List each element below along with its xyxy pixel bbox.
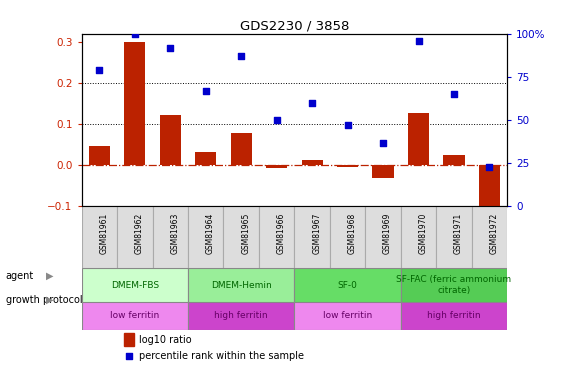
Bar xyxy=(294,302,401,330)
Title: GDS2230 / 3858: GDS2230 / 3858 xyxy=(240,20,349,33)
Bar xyxy=(294,207,330,268)
Bar xyxy=(117,207,153,268)
Bar xyxy=(479,165,500,213)
Bar xyxy=(408,113,429,165)
Text: GSM81971: GSM81971 xyxy=(454,213,463,254)
Point xyxy=(307,100,317,106)
Bar xyxy=(153,207,188,268)
Bar xyxy=(301,160,323,165)
Text: ▶: ▶ xyxy=(46,271,53,280)
Bar xyxy=(259,207,294,268)
Text: GSM81965: GSM81965 xyxy=(241,213,250,254)
Point xyxy=(94,67,104,73)
Text: high ferritin: high ferritin xyxy=(215,312,268,321)
Text: agent: agent xyxy=(6,271,34,280)
Bar xyxy=(231,133,252,165)
Point xyxy=(485,164,494,170)
Text: GSM81970: GSM81970 xyxy=(419,213,427,254)
Text: growth protocol: growth protocol xyxy=(6,295,82,305)
Text: GSM81969: GSM81969 xyxy=(383,213,392,254)
Bar xyxy=(436,207,472,268)
Text: GSM81961: GSM81961 xyxy=(99,213,108,254)
Bar xyxy=(160,115,181,165)
Text: GSM81967: GSM81967 xyxy=(312,213,321,254)
Point xyxy=(201,88,210,94)
Text: low ferritin: low ferritin xyxy=(323,312,372,321)
Bar xyxy=(82,302,188,330)
Bar xyxy=(373,165,394,178)
Bar xyxy=(401,268,507,302)
Point xyxy=(130,31,139,37)
Text: low ferritin: low ferritin xyxy=(110,312,159,321)
Text: SF-FAC (ferric ammonium
citrate): SF-FAC (ferric ammonium citrate) xyxy=(396,275,511,295)
Bar xyxy=(294,268,401,302)
Point xyxy=(272,117,282,123)
Bar xyxy=(366,207,401,268)
Text: GSM81963: GSM81963 xyxy=(170,213,180,254)
Point xyxy=(166,45,175,51)
Point xyxy=(414,38,423,44)
Text: SF-0: SF-0 xyxy=(338,280,357,290)
Text: GSM81966: GSM81966 xyxy=(277,213,286,254)
Bar xyxy=(124,333,134,346)
Bar xyxy=(401,302,507,330)
Point xyxy=(124,353,134,359)
Text: GSM81968: GSM81968 xyxy=(347,213,357,254)
Bar xyxy=(188,207,223,268)
Bar xyxy=(443,155,465,165)
Bar xyxy=(223,207,259,268)
Bar xyxy=(330,207,366,268)
Text: log10 ratio: log10 ratio xyxy=(139,334,192,345)
Bar xyxy=(337,165,358,166)
Bar xyxy=(188,302,294,330)
Text: ▶: ▶ xyxy=(46,295,53,305)
Bar xyxy=(401,207,436,268)
Bar xyxy=(195,152,216,165)
Bar xyxy=(472,207,507,268)
Bar xyxy=(82,207,117,268)
Bar xyxy=(89,146,110,165)
Bar xyxy=(124,42,145,165)
Point xyxy=(237,53,246,59)
Point xyxy=(378,140,388,146)
Bar xyxy=(82,302,99,330)
Point xyxy=(449,91,459,97)
Bar xyxy=(82,268,99,302)
Text: percentile rank within the sample: percentile rank within the sample xyxy=(139,351,304,361)
Text: GSM81962: GSM81962 xyxy=(135,213,144,254)
Text: DMEM-FBS: DMEM-FBS xyxy=(111,280,159,290)
Text: GSM81972: GSM81972 xyxy=(490,213,498,254)
Point xyxy=(343,122,352,128)
Bar xyxy=(82,268,188,302)
Bar xyxy=(266,165,287,168)
Text: high ferritin: high ferritin xyxy=(427,312,481,321)
Text: DMEM-Hemin: DMEM-Hemin xyxy=(211,280,272,290)
Bar xyxy=(188,268,294,302)
Text: GSM81964: GSM81964 xyxy=(206,213,215,254)
